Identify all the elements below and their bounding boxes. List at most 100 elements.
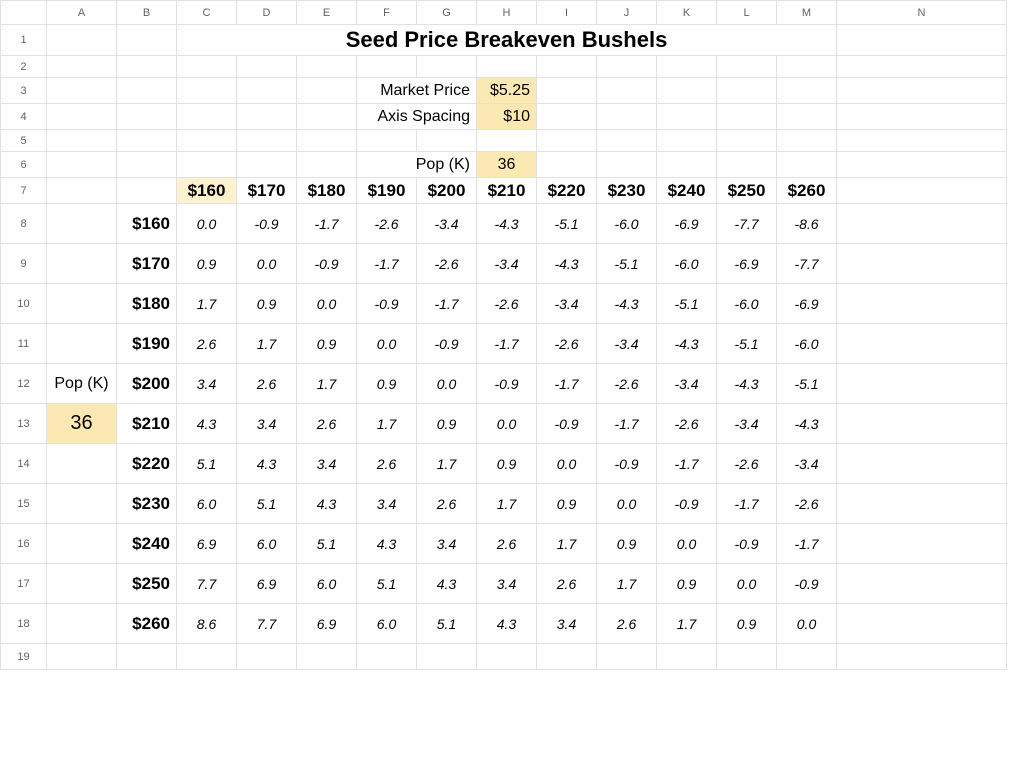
matrix-cell-r8-c9[interactable]: -0.9	[717, 524, 777, 564]
matrix-cell-r7-c7[interactable]: 0.0	[597, 484, 657, 524]
matrix-cell-r9-c2[interactable]: 6.0	[297, 564, 357, 604]
matrix-cell-r8-c2[interactable]: 5.1	[297, 524, 357, 564]
cell-E2[interactable]	[297, 56, 357, 78]
cell-N10[interactable]	[837, 284, 1007, 324]
col-header-B[interactable]: B	[117, 1, 177, 25]
row-header-13[interactable]: 13	[1, 404, 47, 444]
matrix-row-header-8[interactable]: $240	[117, 524, 177, 564]
cell-A3[interactable]	[47, 78, 117, 104]
cell-A15[interactable]	[47, 484, 117, 524]
matrix-cell-r1-c10[interactable]: -7.7	[777, 244, 837, 284]
matrix-cell-r1-c6[interactable]: -4.3	[537, 244, 597, 284]
cell-D3[interactable]	[237, 78, 297, 104]
col-header-A[interactable]: A	[47, 1, 117, 25]
col-header-C[interactable]: C	[177, 1, 237, 25]
matrix-col-header-9[interactable]: $250	[717, 178, 777, 204]
matrix-cell-r2-c4[interactable]: -1.7	[417, 284, 477, 324]
matrix-cell-r5-c6[interactable]: -0.9	[537, 404, 597, 444]
cell-N14[interactable]	[837, 444, 1007, 484]
matrix-col-header-2[interactable]: $180	[297, 178, 357, 204]
matrix-cell-r3-c3[interactable]: 0.0	[357, 324, 417, 364]
cell-H2[interactable]	[477, 56, 537, 78]
select-all-corner[interactable]	[1, 1, 47, 25]
matrix-cell-r7-c9[interactable]: -1.7	[717, 484, 777, 524]
cell-D5[interactable]	[237, 130, 297, 152]
cell-F19[interactable]	[357, 644, 417, 670]
matrix-cell-r10-c2[interactable]: 6.9	[297, 604, 357, 644]
matrix-cell-r4-c6[interactable]: -1.7	[537, 364, 597, 404]
cell-M6[interactable]	[777, 152, 837, 178]
col-header-M[interactable]: M	[777, 1, 837, 25]
row-header-8[interactable]: 8	[1, 204, 47, 244]
matrix-row-header-2[interactable]: $180	[117, 284, 177, 324]
cell-M2[interactable]	[777, 56, 837, 78]
spreadsheet-grid[interactable]: A B C D E F G H I J K L M N 1 Seed Price…	[0, 0, 1007, 670]
col-header-F[interactable]: F	[357, 1, 417, 25]
cell-J6[interactable]	[597, 152, 657, 178]
cell-C3[interactable]	[177, 78, 237, 104]
matrix-cell-r7-c1[interactable]: 5.1	[237, 484, 297, 524]
matrix-cell-r3-c7[interactable]: -3.4	[597, 324, 657, 364]
cell-I2[interactable]	[537, 56, 597, 78]
matrix-cell-r7-c4[interactable]: 2.6	[417, 484, 477, 524]
cell-N8[interactable]	[837, 204, 1007, 244]
matrix-col-header-1[interactable]: $170	[237, 178, 297, 204]
matrix-cell-r0-c4[interactable]: -3.4	[417, 204, 477, 244]
matrix-cell-r0-c3[interactable]: -2.6	[357, 204, 417, 244]
matrix-col-header-8[interactable]: $240	[657, 178, 717, 204]
cell-N13[interactable]	[837, 404, 1007, 444]
matrix-cell-r1-c1[interactable]: 0.0	[237, 244, 297, 284]
matrix-cell-r9-c7[interactable]: 1.7	[597, 564, 657, 604]
matrix-cell-r1-c2[interactable]: -0.9	[297, 244, 357, 284]
cell-B5[interactable]	[117, 130, 177, 152]
title-cell[interactable]: Seed Price Breakeven Bushels	[177, 25, 837, 56]
matrix-cell-r10-c8[interactable]: 1.7	[657, 604, 717, 644]
cell-N1[interactable]	[837, 25, 1007, 56]
col-header-K[interactable]: K	[657, 1, 717, 25]
matrix-cell-r7-c3[interactable]: 3.4	[357, 484, 417, 524]
matrix-cell-r1-c8[interactable]: -6.0	[657, 244, 717, 284]
cell-E5[interactable]	[297, 130, 357, 152]
cell-D19[interactable]	[237, 644, 297, 670]
matrix-cell-r0-c8[interactable]: -6.9	[657, 204, 717, 244]
matrix-cell-r1-c7[interactable]: -5.1	[597, 244, 657, 284]
matrix-cell-r4-c3[interactable]: 0.9	[357, 364, 417, 404]
matrix-cell-r9-c0[interactable]: 7.7	[177, 564, 237, 604]
matrix-cell-r3-c5[interactable]: -1.7	[477, 324, 537, 364]
matrix-cell-r2-c3[interactable]: -0.9	[357, 284, 417, 324]
cell-N18[interactable]	[837, 604, 1007, 644]
matrix-cell-r4-c9[interactable]: -4.3	[717, 364, 777, 404]
row-header-11[interactable]: 11	[1, 324, 47, 364]
matrix-cell-r1-c3[interactable]: -1.7	[357, 244, 417, 284]
cell-N6[interactable]	[837, 152, 1007, 178]
matrix-cell-r6-c10[interactable]: -3.4	[777, 444, 837, 484]
matrix-cell-r7-c5[interactable]: 1.7	[477, 484, 537, 524]
col-header-G[interactable]: G	[417, 1, 477, 25]
matrix-cell-r5-c5[interactable]: 0.0	[477, 404, 537, 444]
cell-K4[interactable]	[657, 104, 717, 130]
matrix-cell-r2-c9[interactable]: -6.0	[717, 284, 777, 324]
cell-B4[interactable]	[117, 104, 177, 130]
cell-M3[interactable]	[777, 78, 837, 104]
cell-D2[interactable]	[237, 56, 297, 78]
matrix-cell-r5-c10[interactable]: -4.3	[777, 404, 837, 444]
matrix-cell-r4-c8[interactable]: -3.4	[657, 364, 717, 404]
cell-N17[interactable]	[837, 564, 1007, 604]
matrix-cell-r4-c2[interactable]: 1.7	[297, 364, 357, 404]
pop-k-top-label-cell[interactable]: Pop (K)	[357, 152, 477, 178]
cell-B6[interactable]	[117, 152, 177, 178]
cell-L6[interactable]	[717, 152, 777, 178]
cell-A16[interactable]	[47, 524, 117, 564]
cell-A12[interactable]: Pop (K)	[47, 364, 117, 404]
cell-L19[interactable]	[717, 644, 777, 670]
row-header-14[interactable]: 14	[1, 444, 47, 484]
matrix-cell-r9-c1[interactable]: 6.9	[237, 564, 297, 604]
cell-K6[interactable]	[657, 152, 717, 178]
matrix-cell-r10-c0[interactable]: 8.6	[177, 604, 237, 644]
cell-B1[interactable]	[117, 25, 177, 56]
matrix-cell-r5-c8[interactable]: -2.6	[657, 404, 717, 444]
cell-A1[interactable]	[47, 25, 117, 56]
matrix-cell-r0-c7[interactable]: -6.0	[597, 204, 657, 244]
matrix-row-header-3[interactable]: $190	[117, 324, 177, 364]
cell-B7[interactable]	[117, 178, 177, 204]
